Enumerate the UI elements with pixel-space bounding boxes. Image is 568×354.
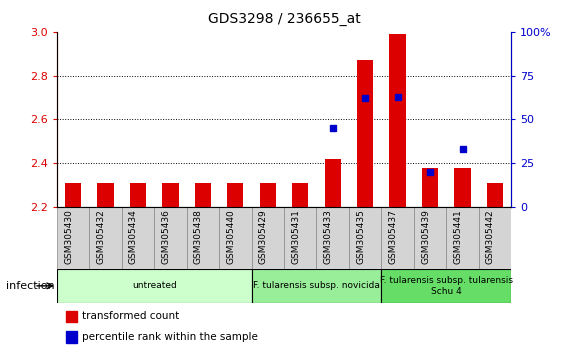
Bar xyxy=(195,183,211,207)
Text: GSM305431: GSM305431 xyxy=(291,209,300,264)
Bar xyxy=(381,207,414,269)
Text: GSM305440: GSM305440 xyxy=(226,209,235,264)
Text: untreated: untreated xyxy=(132,281,177,290)
Bar xyxy=(284,207,316,269)
Text: infection: infection xyxy=(6,281,55,291)
Text: GSM305429: GSM305429 xyxy=(259,209,268,264)
Bar xyxy=(57,207,89,269)
Bar xyxy=(487,183,503,207)
Bar xyxy=(381,269,511,303)
Bar xyxy=(130,183,146,207)
Bar xyxy=(324,159,341,207)
Text: F. tularensis subsp. novicida: F. tularensis subsp. novicida xyxy=(253,281,380,290)
Text: GSM305432: GSM305432 xyxy=(97,209,106,264)
Bar xyxy=(252,207,284,269)
Text: GSM305430: GSM305430 xyxy=(64,209,73,264)
Bar xyxy=(66,331,77,343)
Bar xyxy=(97,183,114,207)
Bar xyxy=(57,269,252,303)
Bar xyxy=(227,183,244,207)
Bar xyxy=(292,183,308,207)
Bar xyxy=(422,168,438,207)
Text: GSM305435: GSM305435 xyxy=(356,209,365,264)
Bar xyxy=(252,269,381,303)
Bar xyxy=(162,183,178,207)
Bar xyxy=(65,183,81,207)
Text: GSM305438: GSM305438 xyxy=(194,209,203,264)
Bar xyxy=(219,207,252,269)
Bar xyxy=(260,183,276,207)
Text: GSM305434: GSM305434 xyxy=(129,209,138,264)
Bar xyxy=(390,34,406,207)
Text: GSM305437: GSM305437 xyxy=(389,209,398,264)
Text: GSM305433: GSM305433 xyxy=(324,209,333,264)
Bar xyxy=(154,207,187,269)
Text: GDS3298 / 236655_at: GDS3298 / 236655_at xyxy=(208,12,360,27)
Text: GSM305441: GSM305441 xyxy=(453,209,462,264)
Bar xyxy=(479,207,511,269)
Bar xyxy=(66,311,77,322)
Text: GSM305436: GSM305436 xyxy=(161,209,170,264)
Bar xyxy=(454,168,471,207)
Bar xyxy=(414,207,446,269)
Text: GSM305442: GSM305442 xyxy=(486,209,495,264)
Text: GSM305439: GSM305439 xyxy=(421,209,430,264)
Bar xyxy=(89,207,122,269)
Bar xyxy=(187,207,219,269)
Bar xyxy=(122,207,154,269)
Text: F. tularensis subsp. tularensis
Schu 4: F. tularensis subsp. tularensis Schu 4 xyxy=(380,276,513,296)
Bar xyxy=(357,60,373,207)
Bar xyxy=(349,207,381,269)
Text: transformed count: transformed count xyxy=(82,312,179,321)
Text: percentile rank within the sample: percentile rank within the sample xyxy=(82,332,258,342)
Bar xyxy=(446,207,479,269)
Bar xyxy=(316,207,349,269)
